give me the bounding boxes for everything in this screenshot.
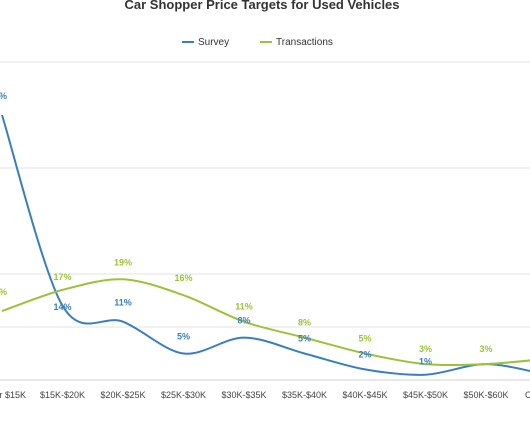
x-tick-label: $30K-$35K — [221, 390, 266, 400]
data-label-survey: 5% — [177, 332, 190, 342]
data-label-transactions: 3% — [479, 344, 492, 354]
data-label-survey: 1% — [419, 357, 432, 367]
data-label-transactions: 8% — [298, 318, 311, 328]
data-label-transactions: 11% — [235, 302, 253, 312]
data-label-transactions: 19% — [114, 257, 132, 267]
x-tick-label: $20K-$25K — [100, 390, 145, 400]
data-label-transactions: 17% — [53, 272, 71, 282]
x-tick-label: Under $15K — [0, 390, 26, 400]
chart-title: Car Shopper Price Targets for Used Vehic… — [124, 0, 399, 12]
data-label-survey: 14% — [53, 302, 71, 312]
legend-label-transactions: Transactions — [276, 37, 333, 48]
x-tick-label: $25K-$30K — [161, 390, 206, 400]
data-label-transactions: 3% — [419, 344, 432, 354]
data-label-survey: 11% — [114, 298, 132, 308]
gridlines — [0, 61, 530, 381]
data-label-transactions: 5% — [358, 334, 371, 344]
series-lines — [1, 114, 530, 376]
series-line-transactions — [1, 278, 530, 367]
data-label-transactions: 16% — [174, 273, 192, 283]
x-tick-label: Over $60K — [525, 390, 530, 400]
data-label-transactions: 13% — [0, 287, 7, 297]
data-label-survey: 2% — [358, 349, 371, 359]
data-label-survey: 8% — [237, 316, 250, 326]
data-label-survey: 5% — [298, 334, 311, 344]
x-tick-label: $50K-$60K — [463, 390, 508, 400]
x-tick-label: $45K-$50K — [403, 390, 448, 400]
x-tick-label: $15K-$20K — [40, 390, 85, 400]
x-axis-ticks: Under $15K $15K-$20K $20K-$25K $25K-$30K $30… — [0, 390, 530, 400]
data-labels: 50% 14% 11% 5% 8% 5% 2% 1% 13% 17% 19% 16% 11% 8% 5% 3%… — [0, 91, 493, 367]
series-line-survey — [1, 114, 530, 376]
data-label-survey: 50% — [0, 91, 7, 101]
x-tick-label: $40K-$45K — [342, 390, 387, 400]
legend: Survey Transactions — [182, 37, 333, 48]
x-tick-label: $35K-$40K — [282, 390, 327, 400]
legend-label-survey: Survey — [198, 37, 229, 48]
